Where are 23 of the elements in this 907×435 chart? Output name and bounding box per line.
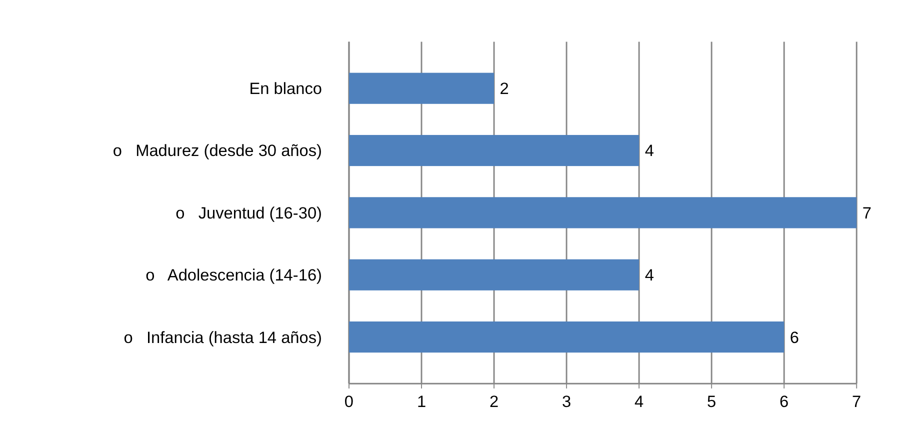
- x-tick-label: 0: [344, 392, 354, 411]
- x-tick-label: 7: [852, 392, 862, 411]
- x-tick-label: 2: [489, 392, 499, 411]
- bar: [348, 321, 784, 353]
- y-tick-label: o Infancia (hasta 14 años): [124, 328, 322, 347]
- y-tick-label: o Madurez (desde 30 años): [112, 142, 322, 160]
- x-tick-label: 3: [562, 392, 572, 411]
- data-label: 6: [790, 328, 799, 347]
- bar: [348, 259, 640, 290]
- x-tick-label: 4: [634, 392, 644, 411]
- x-tick-label: 6: [780, 392, 789, 411]
- y-tick-label: En blanco: [249, 80, 322, 98]
- data-label: 2: [500, 80, 509, 98]
- bar: [348, 72, 494, 104]
- x-tick-label: 5: [707, 392, 716, 411]
- data-label: 4: [644, 142, 654, 160]
- data-label: 4: [644, 266, 654, 285]
- x-tick-label: 1: [416, 392, 426, 411]
- y-tick-label: o Juventud (16-30): [176, 204, 322, 222]
- data-label: 7: [862, 204, 872, 222]
- bar: [348, 197, 857, 228]
- y-tick-label: o Adolescencia (14-16): [146, 266, 322, 285]
- bar: [348, 134, 640, 166]
